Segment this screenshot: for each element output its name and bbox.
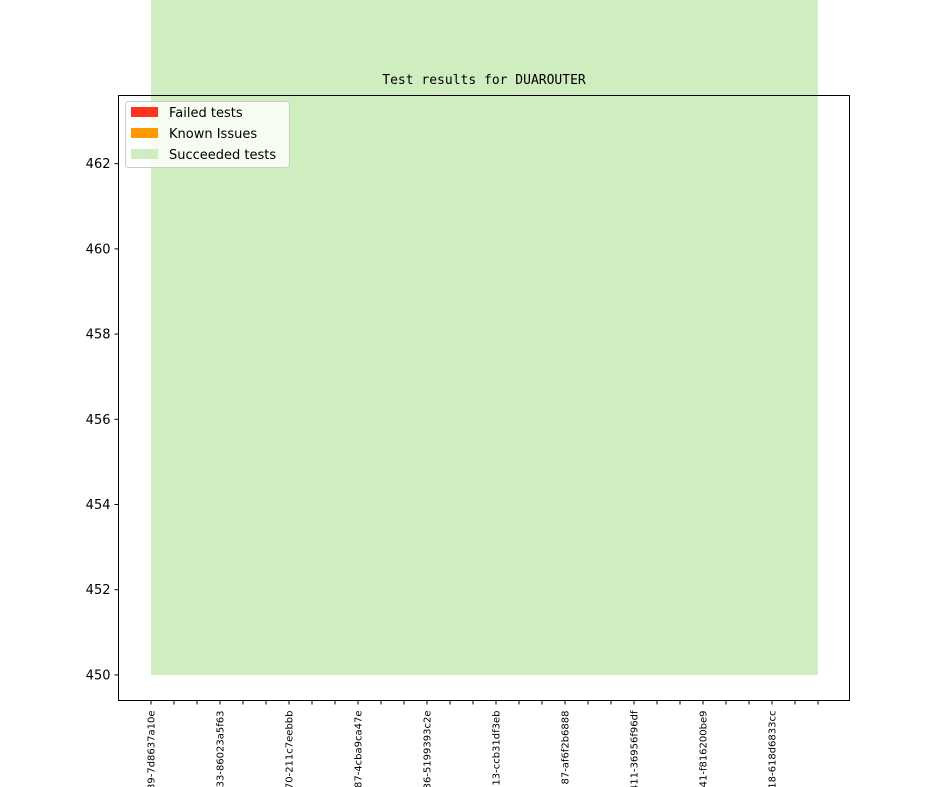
x-tick-label: 18-618d6833cc: [768, 711, 779, 787]
y-tick-label: 456: [86, 413, 111, 428]
x-tick-label: 13-ccb31df3eb: [492, 711, 503, 786]
x-tick-label: 41-f816200be9: [699, 711, 710, 787]
legend-label: Succeeded tests: [169, 148, 276, 163]
x-tick-label: 87-af6f2b6888: [561, 711, 572, 785]
y-tick-label: 460: [86, 242, 111, 257]
y-tick-label: 462: [86, 157, 111, 172]
legend-label: Failed tests: [169, 106, 243, 121]
legend-swatch: [131, 128, 158, 138]
y-tick-label: 454: [86, 498, 111, 513]
x-tick-label: 411-36956f96df: [630, 710, 641, 787]
y-tick-label: 452: [86, 583, 111, 598]
plot-frame: [118, 95, 850, 701]
legend-swatch: [131, 149, 158, 159]
chart-title: Test results for DUAROUTER: [382, 73, 586, 88]
x-tick-label: 36-5199393c2e: [423, 711, 434, 787]
x-tick-label: 87-4cba9ca47e: [354, 711, 365, 787]
x-tick-label: 70-211c7eebbb: [285, 711, 296, 787]
x-tick-label: 33-86023a5f63: [216, 711, 227, 787]
legend-swatch: [131, 107, 158, 117]
y-tick-label: 450: [86, 668, 111, 683]
y-tick-label: 458: [86, 328, 111, 343]
x-tick-label: 39-7d8637a10e: [147, 711, 158, 787]
legend-label: Known Issues: [169, 127, 257, 142]
legend-box: [125, 101, 290, 168]
area-succeeded-tests: [151, 0, 818, 675]
